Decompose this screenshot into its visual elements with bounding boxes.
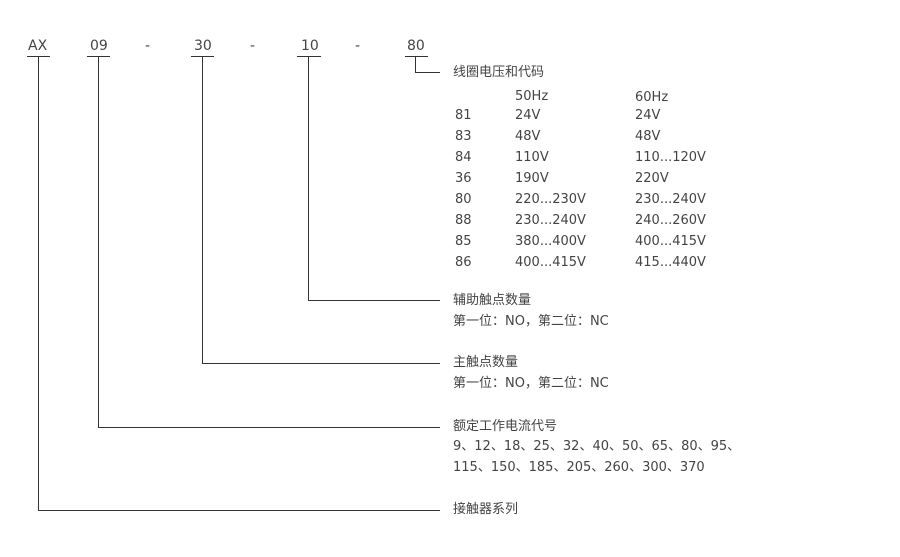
current-values-1: 9、12、18、25、32、40、50、65、80、95、 [453,439,741,454]
voltage-50hz: 24V [515,108,541,123]
code-main-contacts: 30 [194,38,212,54]
separator: - [250,38,256,54]
coil-code: 80 [455,192,472,207]
aux-title: 辅助触点数量 [453,293,532,308]
voltage-50hz: 380...400V [515,234,586,249]
main-desc: 第一位：NO，第二位：NC [453,376,609,391]
coil-code: 83 [455,129,472,144]
coil-code: 86 [455,255,472,270]
series-connector [38,56,440,511]
coil-code: 84 [455,150,472,165]
coil-code: 36 [455,171,472,186]
header-60hz: 60Hz [635,90,669,105]
voltage-60hz: 24V [635,108,661,123]
aux-contacts-connector [308,56,440,301]
voltage-60hz: 415...440V [635,255,706,270]
code-current: 09 [90,38,108,54]
coil-code: 88 [455,213,472,228]
code-aux-contacts: 10 [301,38,319,54]
coil-connector [415,56,440,73]
voltage-60hz: 230...240V [635,192,706,207]
voltage-60hz: 240...260V [635,213,706,228]
main-contacts-connector [202,56,440,364]
aux-desc: 第一位：NO，第二位：NC [453,314,609,329]
current-connector [98,56,440,428]
header-50hz: 50Hz [515,89,549,104]
coil-title: 线圈电压和代码 [453,65,545,80]
voltage-60hz: 48V [635,129,661,144]
voltage-50hz: 190V [515,171,549,186]
voltage-50hz: 110V [515,150,549,165]
series-title: 接触器系列 [453,502,519,517]
voltage-50hz: 48V [515,129,541,144]
coil-code: 81 [455,108,472,123]
voltage-50hz: 220...230V [515,192,586,207]
current-title: 额定工作电流代号 [453,419,558,434]
code-series: AX [28,38,48,54]
separator: - [355,38,361,54]
code-coil: 80 [407,38,425,54]
voltage-50hz: 230...240V [515,213,586,228]
voltage-60hz: 110...120V [635,150,706,165]
coil-code: 85 [455,234,472,249]
current-values-2: 115、150、185、205、260、300、370 [453,460,705,475]
voltage-60hz: 220V [635,171,669,186]
voltage-60hz: 400...415V [635,234,706,249]
separator: - [145,38,151,54]
main-title: 主触点数量 [453,355,519,370]
voltage-50hz: 400...415V [515,255,586,270]
